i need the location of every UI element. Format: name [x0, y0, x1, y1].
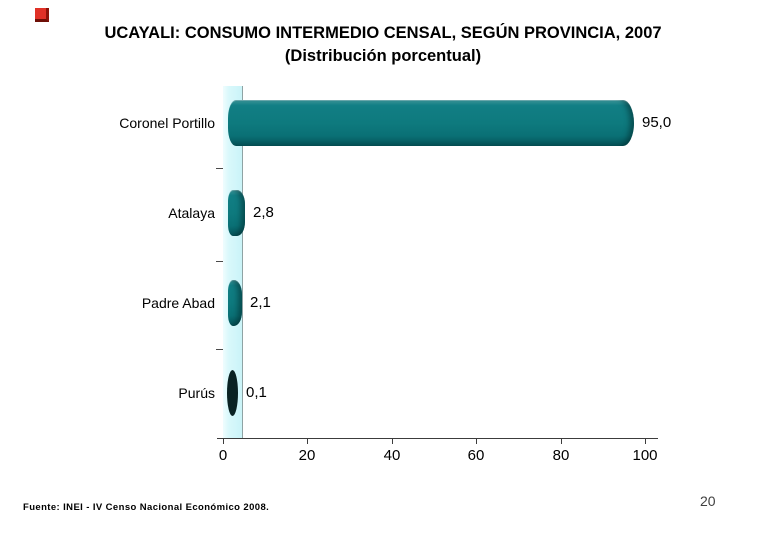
category-label: Coronel Portillo [119, 115, 215, 131]
axis-tick-label: 100 [632, 447, 658, 464]
category-tick [216, 261, 223, 262]
page-number: 20 [700, 493, 716, 509]
value-label: 0,1 [246, 384, 267, 401]
value-label: 95,0 [642, 114, 672, 131]
bar [228, 190, 245, 236]
slide-subtitle: (Distribución porcentual) [284, 47, 482, 65]
axis-tick [392, 438, 393, 444]
axis-tick [476, 438, 477, 444]
source-note: Fuente: INEI - IV Censo Nacional Económi… [23, 502, 270, 513]
axis-tick-label: 20 [298, 447, 316, 464]
value-label: 2,1 [250, 294, 271, 311]
category-label: Purús [178, 385, 215, 401]
slide-accent-square [35, 8, 49, 22]
axis-tick-label: 40 [383, 447, 401, 464]
axis-tick [223, 438, 224, 444]
value-label: 2,8 [253, 204, 274, 221]
category-tick [216, 168, 223, 169]
axis-tick [561, 438, 562, 444]
chart-wall-edge [242, 86, 243, 438]
axis-tick-label: 0 [218, 447, 228, 464]
value-axis [217, 438, 658, 439]
axis-tick-label: 60 [467, 447, 485, 464]
bar [227, 370, 238, 416]
slide-title: UCAYALI: CONSUMO INTERMEDIO CENSAL, SEGÚ… [104, 24, 662, 42]
category-tick [216, 349, 223, 350]
category-label: Atalaya [168, 205, 215, 221]
bar [228, 280, 242, 326]
axis-tick [645, 438, 646, 444]
category-label: Padre Abad [141, 295, 215, 311]
bar [228, 100, 634, 146]
axis-tick [307, 438, 308, 444]
chart-wall [223, 86, 243, 438]
axis-tick-label: 80 [552, 447, 570, 464]
